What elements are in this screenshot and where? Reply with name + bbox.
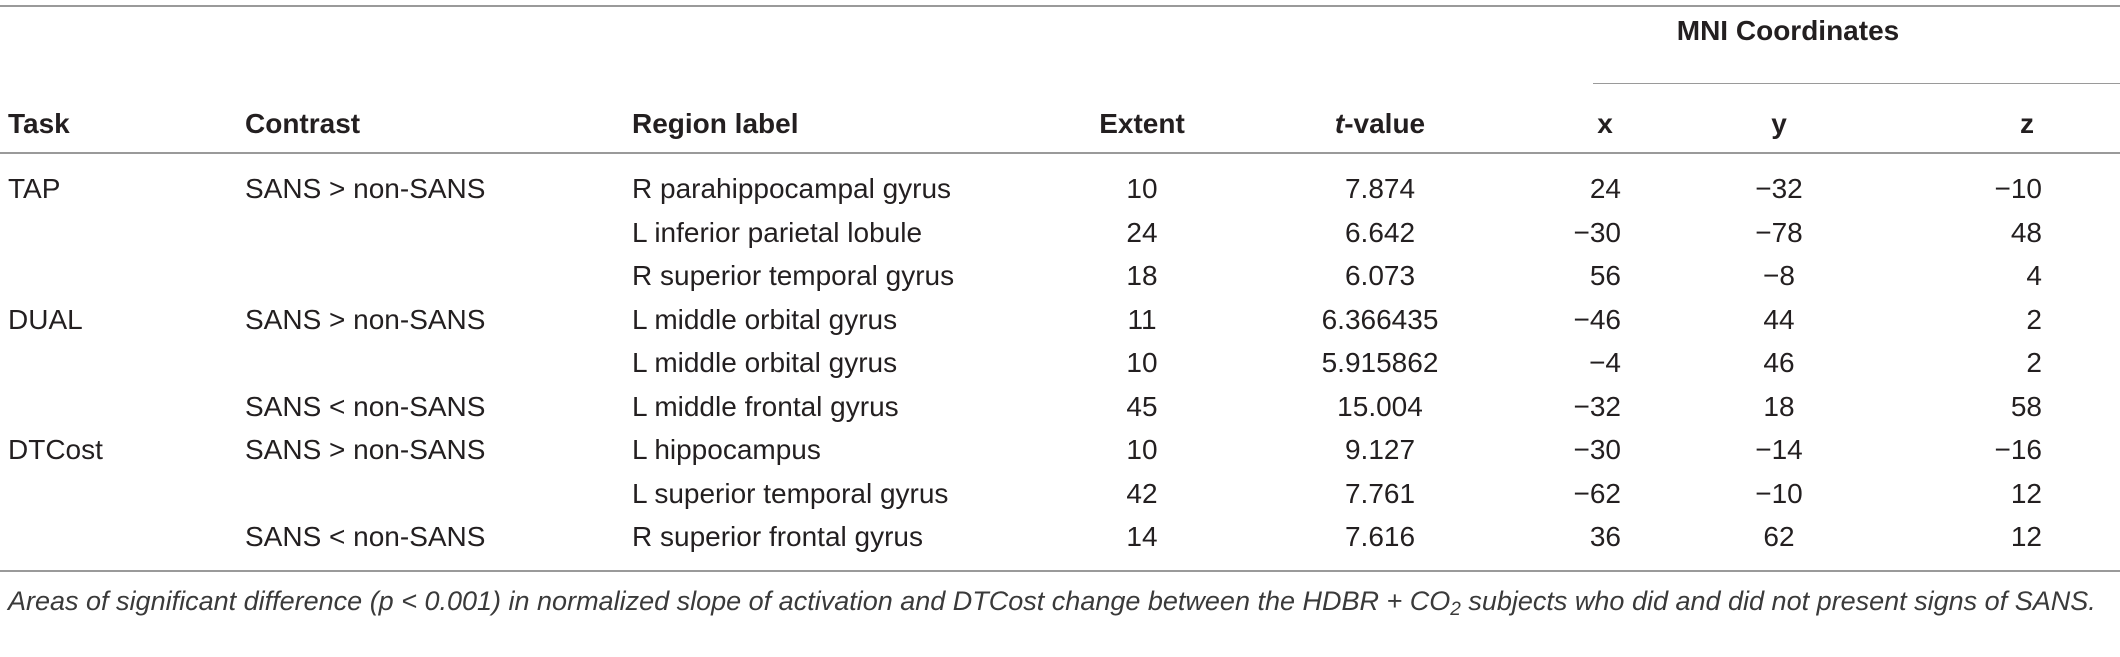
- cell-region: R parahippocampal gyrus: [632, 173, 952, 204]
- cell-x: 24: [1589, 173, 1621, 204]
- cell-region: R superior frontal gyrus: [632, 521, 924, 552]
- table-caption: Areas of significant difference (p < 0.0…: [8, 583, 2112, 628]
- cell-region: R superior temporal gyrus: [632, 260, 955, 291]
- cell-x: −30: [1573, 434, 1622, 465]
- cell-z: 48: [2010, 216, 2042, 248]
- table-header-rule: [0, 152, 2120, 154]
- cell-task: DUAL: [8, 303, 83, 335]
- cell-z: 12: [2010, 477, 2042, 509]
- cell-x: 56: [1589, 260, 1621, 291]
- cell-contrast: SANS > non-SANS: [245, 303, 486, 335]
- cell-y: 46: [1763, 347, 1795, 378]
- table-top-rule: [0, 5, 2120, 7]
- cell-t: 15.004: [1337, 390, 1423, 422]
- cell-z: −10: [1994, 173, 2043, 204]
- cell-z: 58: [2010, 390, 2042, 422]
- caption-text-1: Areas of significant difference (p < 0.0…: [8, 586, 1451, 616]
- cell-x: −4: [1589, 347, 1621, 378]
- cell-z: 12: [2010, 521, 2042, 552]
- cell-t: 5.915862: [1321, 347, 1439, 378]
- cell-extent: 10: [1126, 434, 1158, 465]
- cell-z: −16: [1994, 434, 2043, 465]
- header-x: x: [1597, 108, 1613, 139]
- cell-contrast: SANS < non-SANS: [245, 390, 486, 422]
- cell-x: −30: [1573, 216, 1622, 248]
- header-task: Task: [8, 108, 70, 139]
- cell-extent: 45: [1126, 390, 1158, 422]
- cell-extent: 42: [1126, 477, 1158, 509]
- header-z: z: [2020, 108, 2034, 139]
- mni-group-rule: [1593, 83, 2120, 84]
- cell-region: L middle frontal gyrus: [632, 390, 899, 422]
- mni-coordinates-header: MNI Coordinates: [1676, 15, 1900, 46]
- cell-region: L middle orbital gyrus: [632, 303, 898, 335]
- header-extent: Extent: [1099, 108, 1185, 139]
- cell-t: 7.761: [1344, 477, 1416, 509]
- cell-z: 2: [2026, 303, 2042, 335]
- header-t-value: t-value: [1335, 106, 1425, 142]
- cell-extent: 10: [1126, 173, 1158, 204]
- cell-extent: 24: [1126, 216, 1158, 248]
- cell-y: 44: [1763, 303, 1795, 335]
- cell-t: 9.127: [1344, 434, 1416, 465]
- cell-region: L inferior parietal lobule: [632, 216, 923, 248]
- cell-contrast: SANS > non-SANS: [245, 173, 486, 204]
- cell-y: −32: [1755, 173, 1803, 204]
- cell-region: L hippocampus: [632, 434, 821, 465]
- cell-y: −14: [1755, 434, 1803, 465]
- cell-task: DTCost: [8, 434, 103, 465]
- cell-t: 7.616: [1344, 521, 1416, 552]
- header-t-italic: t: [1334, 108, 1345, 139]
- table-bottom-rule: [0, 570, 2120, 572]
- cell-extent: 14: [1126, 521, 1158, 552]
- cell-y: −10: [1755, 477, 1803, 509]
- cell-region: L superior temporal gyrus: [632, 477, 949, 509]
- cell-y: 62: [1763, 521, 1795, 552]
- cell-x: −62: [1573, 477, 1622, 509]
- cell-y: −8: [1763, 260, 1795, 291]
- cell-contrast: SANS > non-SANS: [245, 434, 486, 465]
- cell-t: 7.874: [1344, 173, 1416, 204]
- header-contrast: Contrast: [245, 108, 361, 139]
- cell-extent: 18: [1126, 260, 1158, 291]
- header-t-rest: -value: [1344, 108, 1426, 139]
- cell-x: 36: [1589, 521, 1621, 552]
- header-region-label: Region label: [632, 108, 799, 139]
- cell-z: 2: [2026, 347, 2042, 378]
- caption-text-2: subjects who did and did not present sig…: [1460, 586, 2096, 616]
- cell-y: 18: [1763, 390, 1795, 422]
- cell-t: 6.642: [1344, 216, 1416, 248]
- cell-t: 6.073: [1344, 260, 1416, 291]
- header-y: y: [1771, 108, 1787, 139]
- cell-task: TAP: [8, 173, 61, 204]
- cell-x: −32: [1573, 390, 1622, 422]
- cell-contrast: SANS < non-SANS: [245, 521, 486, 552]
- cell-region: L middle orbital gyrus: [632, 347, 898, 378]
- cell-extent: 10: [1126, 347, 1158, 378]
- caption-subscript: 2: [1450, 599, 1461, 620]
- cell-t: 6.366435: [1321, 303, 1439, 335]
- cell-extent: 11: [1127, 303, 1157, 335]
- cell-y: −78: [1755, 216, 1803, 248]
- cell-x: −46: [1573, 303, 1622, 335]
- cell-z: 4: [2026, 260, 2042, 291]
